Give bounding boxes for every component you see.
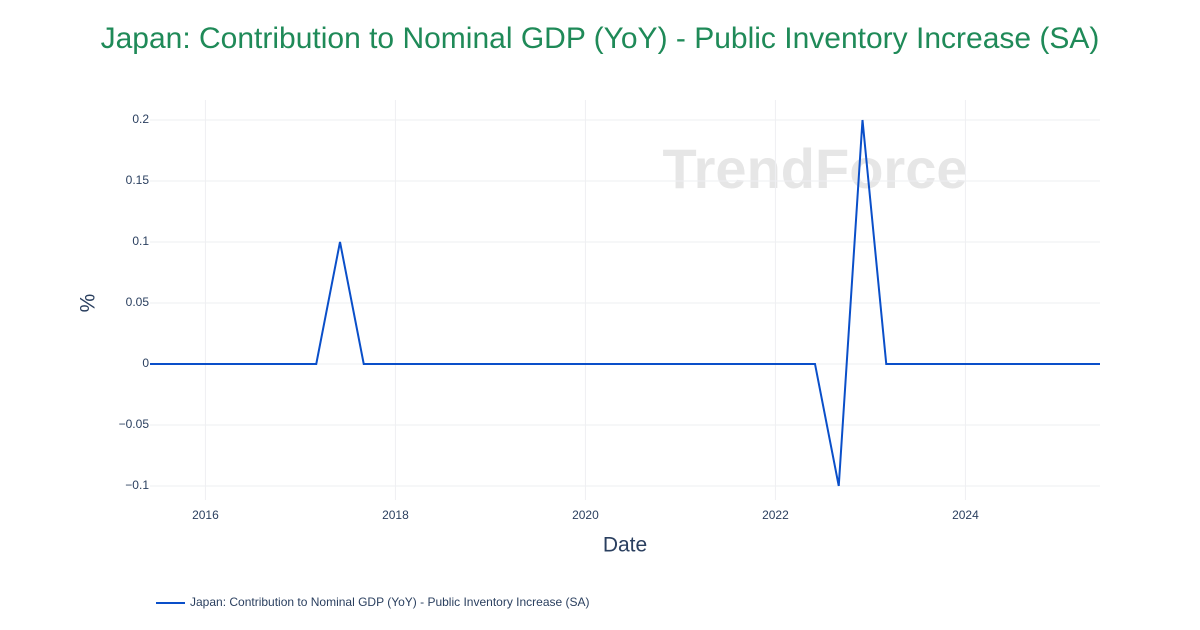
watermark: TrendForce: [663, 137, 968, 200]
x-tick-label: 2024: [952, 508, 979, 522]
y-tick-label: −0.05: [119, 417, 150, 431]
y-tick-label: 0.1: [132, 234, 149, 248]
x-tick-label: 2018: [382, 508, 409, 522]
y-tick-label: 0.05: [126, 295, 150, 309]
x-tick-label: 2016: [192, 508, 219, 522]
y-tick-label: 0.15: [126, 173, 150, 187]
y-tick-label: 0.2: [132, 112, 149, 126]
y-axis-label: %: [77, 294, 100, 313]
legend-label: Japan: Contribution to Nominal GDP (YoY)…: [190, 595, 590, 609]
line: [150, 119, 1100, 487]
x-axis-label: Date: [603, 534, 647, 557]
chart-title: Japan: Contribution to Nominal GDP (YoY)…: [101, 22, 1100, 55]
y-tick-label: −0.1: [125, 478, 149, 492]
y-tick-label: 0: [142, 356, 149, 370]
x-tick-label: 2020: [572, 508, 599, 522]
x-tick-label: 2022: [762, 508, 789, 522]
